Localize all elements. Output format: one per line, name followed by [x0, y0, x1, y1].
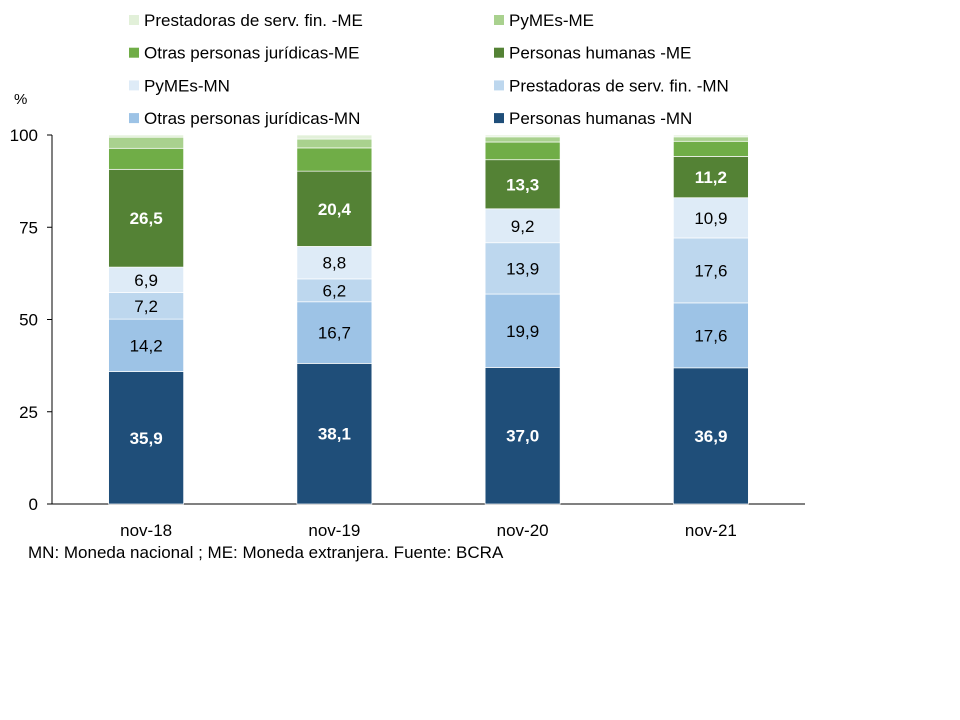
- legend-swatch: [129, 47, 139, 58]
- bars: 35,9 14,2 7,2 6,9 26,5 nov-18 38,1 16,7 6,2 8,8 20…: [108, 134, 749, 540]
- legend-label: Otras personas jurídicas-MN: [144, 109, 360, 128]
- legend-label: Personas humanas -ME: [509, 44, 691, 63]
- bar-segment: [108, 371, 184, 505]
- data-label: 6,9: [134, 271, 158, 290]
- legend-swatch: [494, 80, 504, 91]
- data-label: 10,9: [694, 209, 727, 228]
- bar-segment: [484, 159, 561, 210]
- data-label: 38,1: [318, 425, 351, 444]
- y-axis-label: %: [14, 91, 27, 108]
- legend-label: Otras personas jurídicas-ME: [144, 44, 359, 63]
- bar-segment: [673, 140, 749, 157]
- data-label: 13,3: [506, 175, 539, 194]
- data-label: 37,0: [506, 427, 539, 446]
- bar-segment: [108, 147, 184, 170]
- bar-segment: [673, 367, 749, 505]
- bar-segment: [296, 301, 373, 364]
- bar-segment: [484, 293, 561, 368]
- bar-segment: [673, 237, 749, 304]
- legend: Prestadoras de serv. fin. -ME PyMEs-ME Otr…: [129, 11, 729, 128]
- bar-segment: [484, 141, 561, 161]
- bar-segment: [484, 134, 561, 138]
- data-label: 16,7: [318, 324, 351, 343]
- data-label: 36,9: [694, 427, 727, 446]
- legend-swatch: [129, 80, 139, 91]
- data-label: 6,2: [323, 281, 347, 300]
- legend-swatch: [129, 15, 139, 25]
- data-label: 14,2: [130, 336, 163, 355]
- legend-label: Prestadoras de serv. fin. -ME: [144, 11, 363, 30]
- y-tick-label: 50: [19, 311, 38, 330]
- bar-segment: [108, 134, 184, 138]
- legend-label: Personas humanas -MN: [509, 109, 692, 128]
- legend-label: PyMEs-MN: [144, 76, 230, 95]
- data-label: 13,9: [506, 259, 539, 278]
- bar-segment: [296, 147, 373, 172]
- bar-segment: [108, 168, 184, 268]
- data-label: 19,9: [506, 322, 539, 341]
- legend-swatch: [494, 47, 504, 58]
- bar-segment: [296, 138, 373, 149]
- bar-segment: [673, 197, 749, 239]
- data-label: 11,2: [695, 168, 727, 187]
- data-label: 7,2: [134, 297, 158, 316]
- bar-segment: [673, 136, 749, 142]
- data-label: 26,5: [130, 209, 163, 228]
- bar-segment: [673, 302, 749, 369]
- bar-segment: [484, 242, 561, 295]
- bar-segment: [108, 292, 184, 320]
- bar-segment: [108, 318, 184, 372]
- data-label: 35,9: [130, 429, 163, 448]
- x-tick-label: nov-20: [497, 521, 549, 540]
- y-tick-label: 75: [19, 218, 38, 237]
- bar-segment: [296, 246, 373, 280]
- data-label: 20,4: [318, 200, 352, 219]
- bar-segment: [484, 136, 561, 143]
- y-tick-label: 25: [19, 403, 38, 422]
- bar-segment: [673, 156, 749, 199]
- data-label: 17,6: [694, 326, 727, 345]
- bar-segment: [296, 134, 373, 140]
- source-note: MN: Moneda nacional ; ME: Moneda extranj…: [28, 543, 504, 562]
- data-label: 17,6: [694, 261, 727, 280]
- bar-segment: [108, 136, 184, 149]
- legend-label: Prestadoras de serv. fin. -MN: [509, 76, 729, 95]
- bar-segment: [108, 266, 184, 293]
- y-tick-label: 0: [29, 495, 38, 514]
- data-label: 9,2: [511, 217, 535, 236]
- x-tick-label: nov-19: [308, 521, 360, 540]
- bar-segment: [484, 208, 561, 244]
- legend-swatch: [494, 113, 504, 124]
- bar-segment: [296, 363, 373, 505]
- legend-swatch: [129, 113, 139, 124]
- data-label: 8,8: [323, 254, 347, 273]
- bar-segment: [296, 170, 373, 247]
- bar-segment: [673, 134, 749, 138]
- y-tick-label: 100: [10, 126, 38, 145]
- legend-swatch: [494, 15, 504, 25]
- x-tick-label: nov-21: [685, 521, 737, 540]
- x-tick-label: nov-18: [120, 521, 172, 540]
- legend-label: PyMEs-ME: [509, 11, 594, 30]
- bar-segment: [484, 367, 561, 505]
